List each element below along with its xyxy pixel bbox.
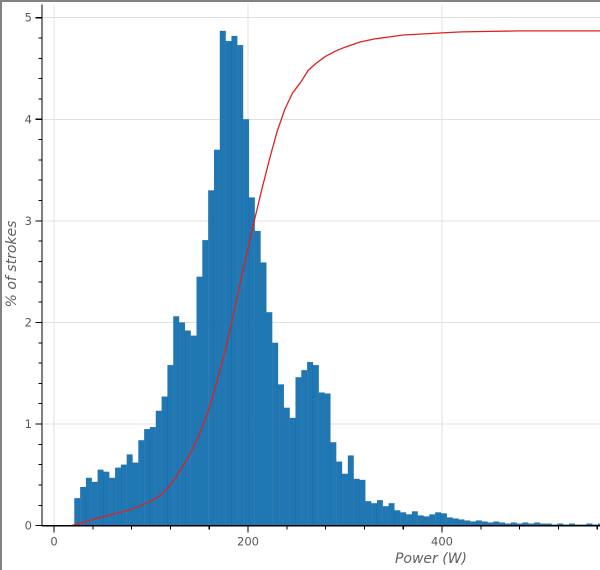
histogram-bar: [79, 486, 87, 526]
histogram-bar: [452, 518, 459, 526]
histogram-bar: [440, 513, 448, 526]
histogram-bar: [173, 316, 180, 526]
histogram-bar: [347, 455, 354, 526]
axes: [35, 4, 600, 533]
histogram-bar: [283, 407, 290, 526]
histogram-bar: [429, 514, 436, 526]
histogram-bar: [370, 503, 378, 526]
gridlines: [42, 4, 600, 526]
y-tick-label: 4: [25, 112, 32, 126]
histogram-bars: [74, 30, 600, 526]
histogram-bar: [114, 467, 122, 526]
y-tick-label: 2: [25, 315, 32, 329]
histogram-bar: [324, 393, 331, 526]
histogram-bar: [353, 478, 360, 526]
histogram-bar: [132, 462, 139, 526]
y-tick-label: 0: [25, 519, 32, 533]
histogram-bar: [458, 519, 465, 526]
x-tick-label: 200: [237, 535, 259, 549]
tick-labels: 0 200 400 0 1 2 3 4 5: [25, 11, 453, 549]
histogram-bar: [597, 523, 600, 526]
histogram-bar: [161, 396, 168, 526]
histogram-bar: [301, 369, 308, 526]
histogram-bar: [411, 511, 418, 526]
histogram-bar: [178, 322, 186, 526]
histogram-bar: [207, 190, 215, 526]
histogram-bar: [376, 499, 384, 526]
histogram-bar: [312, 364, 320, 526]
histogram-bar: [74, 497, 81, 526]
histogram-bar: [103, 471, 110, 526]
histogram-bar: [382, 506, 389, 526]
histogram-bar: [289, 417, 296, 526]
histogram-bar: [475, 520, 483, 526]
cumulative-line-layer: [71, 30, 600, 527]
histogram-bar: [365, 500, 372, 526]
histogram-bar: [155, 410, 162, 526]
histogram-bar: [394, 510, 401, 526]
histogram-bar: [149, 426, 157, 526]
histogram-bar: [359, 479, 366, 526]
histogram-bar: [277, 384, 285, 526]
histogram-bar: [184, 330, 192, 526]
y-tick-label: 5: [25, 11, 32, 25]
histogram-bar: [400, 512, 407, 526]
histogram-bar: [254, 230, 261, 526]
histogram-bar: [219, 30, 226, 526]
histogram-bar: [423, 516, 430, 526]
histogram-bar: [272, 342, 279, 526]
histogram-bar: [196, 276, 203, 526]
histogram-bar: [405, 514, 413, 526]
histogram-bar: [318, 392, 325, 526]
histogram-bar: [464, 520, 471, 526]
histogram-bar: [109, 477, 116, 526]
histogram-bar: [336, 461, 343, 526]
x-tick-label: 0: [50, 535, 57, 549]
histogram-bar: [266, 312, 273, 526]
histogram-bar: [231, 35, 238, 526]
histogram-bar: [143, 428, 151, 526]
histogram-bar: [138, 440, 145, 526]
histogram-bar: [85, 477, 93, 526]
histogram-bar: [248, 197, 256, 526]
histogram-bar: [306, 361, 314, 526]
histogram-bar: [120, 464, 128, 526]
histogram-bar: [126, 454, 133, 526]
cumulative-line: [71, 30, 600, 527]
histogram-bar: [388, 503, 395, 526]
y-tick-label: 1: [25, 417, 32, 431]
histogram-bar: [446, 517, 453, 526]
y-tick-label: 3: [25, 214, 32, 228]
histogram-bar: [417, 515, 424, 526]
histogram-bar: [190, 335, 197, 526]
histogram-bar: [295, 377, 302, 526]
y-axis-title: % of strokes: [4, 221, 20, 308]
histogram-bar: [330, 442, 337, 526]
histogram-bar: [434, 512, 442, 526]
histogram-bar: [202, 239, 209, 526]
histogram-bar: [225, 40, 232, 526]
histogram-bar: [213, 149, 221, 526]
histogram-bar: [341, 473, 349, 526]
histogram-bar: [167, 364, 174, 526]
histogram-bar: [242, 119, 250, 526]
histogram-bar: [260, 262, 267, 526]
x-tick-label: 400: [431, 535, 453, 549]
x-axis-title: Power (W): [395, 551, 467, 567]
